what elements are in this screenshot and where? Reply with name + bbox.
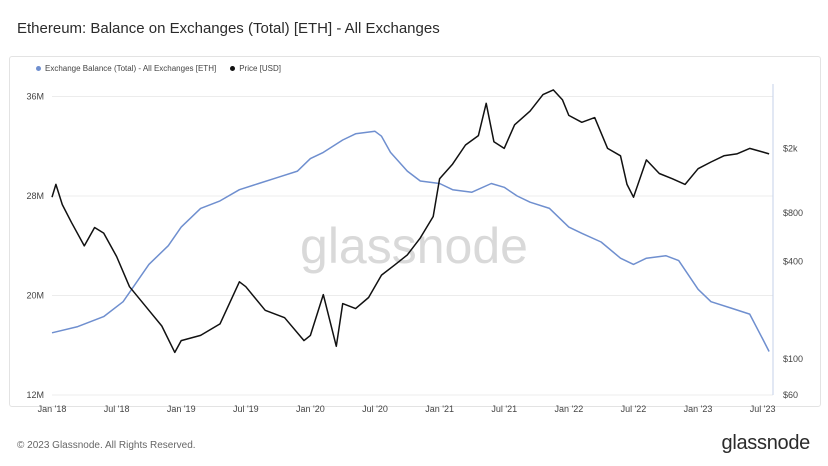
axes: 12M 20M 28M 36M $60 $100 $400 $800 $2k Jan '18 Jul… bbox=[26, 84, 803, 414]
legend-item-price[interactable]: Price [USD] bbox=[230, 64, 281, 73]
x-tick-0: Jan '18 bbox=[38, 404, 67, 414]
y-left-tick-0: 12M bbox=[26, 390, 44, 400]
x-tick-11: Jul '23 bbox=[750, 404, 776, 414]
x-tick-6: Jan '21 bbox=[425, 404, 454, 414]
copyright-text: © 2023 Glassnode. All Rights Reserved. bbox=[17, 440, 196, 451]
x-tick-10: Jan '23 bbox=[684, 404, 713, 414]
x-tick-4: Jan '20 bbox=[296, 404, 325, 414]
legend: Exchange Balance (Total) - All Exchanges… bbox=[36, 64, 281, 73]
y-right-tick-0: $60 bbox=[783, 390, 798, 400]
legend-dot-price bbox=[230, 66, 236, 71]
legend-label-price: Price [USD] bbox=[239, 64, 281, 73]
x-tick-9: Jul '22 bbox=[621, 404, 647, 414]
series bbox=[51, 89, 770, 354]
y-right-tick-2: $400 bbox=[783, 257, 803, 267]
x-tick-3: Jul '19 bbox=[233, 404, 259, 414]
series-line-balance bbox=[51, 130, 770, 352]
x-tick-1: Jul '18 bbox=[104, 404, 130, 414]
chart-panel bbox=[9, 56, 821, 407]
y-left-tick-3: 36M bbox=[26, 91, 44, 101]
y-left-tick-2: 28M bbox=[26, 191, 44, 201]
x-tick-8: Jan '22 bbox=[554, 404, 583, 414]
legend-item-balance[interactable]: Exchange Balance (Total) - All Exchanges… bbox=[36, 64, 216, 73]
brand-logo[interactable]: glassnode bbox=[721, 432, 811, 454]
y-right-tick-1: $100 bbox=[783, 354, 803, 364]
y-left-tick-1: 20M bbox=[26, 290, 44, 300]
series-line-price bbox=[51, 89, 770, 354]
y-right-tick-4: $2k bbox=[783, 143, 798, 153]
grid bbox=[52, 95, 773, 396]
x-tick-5: Jul '20 bbox=[362, 404, 388, 414]
x-tick-2: Jan '19 bbox=[167, 404, 196, 414]
legend-label-balance: Exchange Balance (Total) - All Exchanges… bbox=[45, 64, 217, 73]
x-tick-7: Jul '21 bbox=[491, 404, 517, 414]
legend-dot-balance bbox=[36, 66, 41, 71]
y-right-tick-3: $800 bbox=[783, 208, 803, 218]
chart-title: Ethereum: Balance on Exchanges (Total) [… bbox=[17, 20, 440, 37]
